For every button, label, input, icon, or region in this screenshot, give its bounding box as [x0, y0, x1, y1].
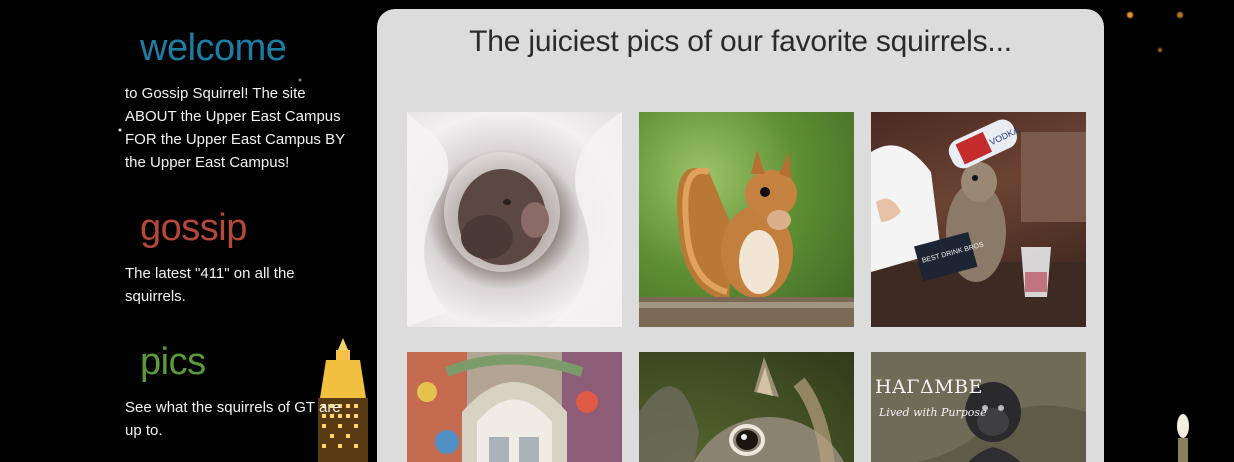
city-tower-icon [318, 338, 368, 462]
pic-red-squirrel-eating[interactable] [639, 112, 854, 327]
pics-section: pics See what the squirrels of GT are up… [112, 334, 352, 442]
panel-title: The juiciest pics of our favorite squirr… [469, 25, 1012, 58]
pics-text: See what the squirrels of GT are up to. [125, 399, 341, 439]
squirrel-with-can-image-icon: VODKA BEST DRINK BROS [871, 119, 1086, 327]
red-squirrel-image-icon [639, 150, 854, 327]
gossip-text: The latest "411" on all the squirrels. [125, 265, 295, 305]
city-light-icon [1177, 414, 1189, 462]
gossip-section: gossip The latest "411" on all the squir… [112, 200, 352, 308]
pics-heading[interactable]: pics [140, 341, 206, 383]
squirrel-closeup-image-icon [639, 357, 844, 462]
sidebar: welcome to Gossip Squirrel! The site ABO… [112, 20, 352, 462]
pics-panel: The juiciest pics of our favorite squirr… [377, 9, 1104, 462]
pic-squirrel-with-can[interactable]: VODKA BEST DRINK BROS [871, 112, 1086, 327]
pic-harambe-poster[interactable]: HAΓΔMBE Lived with Purpose [871, 352, 1086, 462]
graffiti-archway-image-icon [407, 352, 622, 462]
gorilla-image-icon [871, 352, 1086, 462]
welcome-section: welcome to Gossip Squirrel! The site ABO… [112, 20, 352, 174]
pic-baby-squirrel-in-towel[interactable] [407, 112, 622, 327]
harambe-subtitle: Lived with Purpose [879, 406, 987, 419]
harambe-title: HAΓΔMBE [875, 376, 983, 398]
gossip-heading[interactable]: gossip [140, 207, 247, 249]
welcome-text: to Gossip Squirrel! The site ABOUT the U… [125, 85, 345, 171]
baby-squirrel-image-icon [407, 112, 622, 327]
pic-graffiti-archway[interactable] [407, 352, 622, 462]
pics-grid: VODKA BEST DRINK BROS [407, 112, 1086, 462]
welcome-heading[interactable]: welcome [140, 27, 287, 69]
pic-squirrel-closeup[interactable] [639, 352, 854, 462]
